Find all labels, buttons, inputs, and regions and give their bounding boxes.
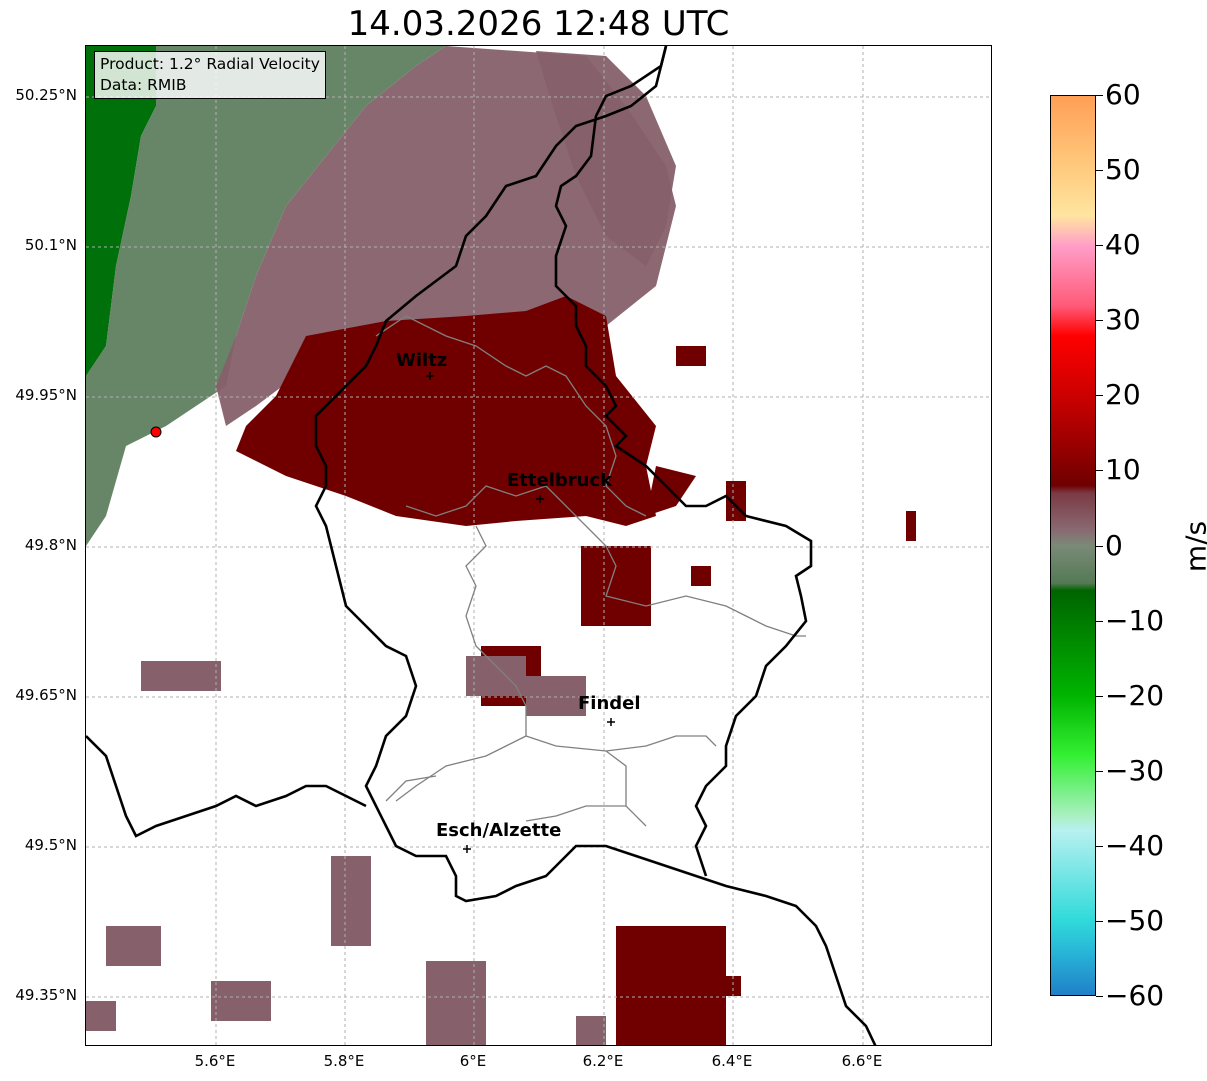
colorbar-tick-label: 20 xyxy=(1105,378,1141,412)
colorbar-tick-mark xyxy=(1096,545,1103,547)
city-label-wiltz: Wiltz xyxy=(396,350,448,371)
lat-tick-label: 49.5°N xyxy=(24,836,77,854)
product-info-box: Product: 1.2° Radial Velocity Data: RMIB xyxy=(94,51,326,99)
colorbar-unit-label: m/s xyxy=(1179,520,1207,573)
country-borders xyxy=(86,46,877,1045)
city-markers xyxy=(426,372,615,853)
lat-tick-label: 50.25°N xyxy=(15,86,77,104)
city-label-esch-alzette: Esch/Alzette xyxy=(436,820,562,841)
colorbar-tick-label: −40 xyxy=(1105,828,1165,862)
canton-borders xyxy=(375,315,806,827)
colorbar-tick-label: −30 xyxy=(1105,753,1165,787)
city-label-findel: Findel xyxy=(578,693,641,714)
weak-receding-velocity-area xyxy=(536,51,676,266)
colorbar-tick-label: −10 xyxy=(1105,603,1165,637)
colorbar-tick-label: −50 xyxy=(1105,903,1165,937)
lon-tick-label: 5.6°E xyxy=(194,1052,236,1070)
lat-tick-label: 50.1°N xyxy=(24,236,77,254)
lon-tick-label: 6.6°E xyxy=(841,1052,883,1070)
city-label-ettelbruck: Ettelbruck xyxy=(507,470,613,491)
lat-tick-label: 49.8°N xyxy=(24,536,77,554)
colorbar-tick-mark xyxy=(1096,996,1103,997)
colorbar-tick-label: 50 xyxy=(1105,153,1141,187)
lat-tick-label: 49.65°N xyxy=(15,686,77,704)
velocity-colorbar xyxy=(1050,95,1096,996)
colorbar-tick-label: 0 xyxy=(1105,528,1123,562)
colorbar-tick-label: −20 xyxy=(1105,678,1165,712)
colorbar-tick-label: 10 xyxy=(1105,453,1141,487)
colorbar-tick-mark xyxy=(1096,470,1103,472)
colorbar-tick-mark xyxy=(1096,695,1103,697)
lon-tick-label: 6°E xyxy=(459,1052,487,1070)
colorbar-tick-mark xyxy=(1096,245,1103,247)
colorbar-tick-mark xyxy=(1096,620,1103,622)
radar-map[interactable] xyxy=(85,45,992,1046)
radar-site-marker xyxy=(150,426,162,438)
colorbar-tick-mark xyxy=(1096,770,1103,772)
chart-title: 14.03.2026 12:48 UTC xyxy=(347,4,730,44)
scattered-echoes-south xyxy=(86,656,606,1045)
lon-tick-label: 6.4°E xyxy=(711,1052,753,1070)
colorbar-tick-mark xyxy=(1096,920,1103,922)
lon-tick-label: 6.2°E xyxy=(582,1052,624,1070)
colorbar-tick-mark xyxy=(1096,320,1103,322)
colorbar-tick-mark xyxy=(1096,170,1103,172)
colorbar-tick-label: 60 xyxy=(1105,78,1141,111)
colorbar-tick-mark xyxy=(1096,845,1103,847)
near-zero-velocity-area xyxy=(86,46,446,546)
data-source-label: Data: RMIB xyxy=(100,76,187,94)
colorbar-tick-label: −60 xyxy=(1105,979,1165,1012)
colorbar-tick-label: 30 xyxy=(1105,303,1141,337)
approaching-velocity-area xyxy=(86,46,156,376)
lat-tick-label: 49.35°N xyxy=(15,986,77,1004)
colorbar-tick-mark xyxy=(1096,395,1103,397)
colorbar-tick-label: 40 xyxy=(1105,228,1141,262)
lat-tick-label: 49.95°N xyxy=(15,386,77,404)
product-label: Product: 1.2° Radial Velocity xyxy=(100,55,320,73)
strong-receding-velocity-area xyxy=(236,296,656,526)
colorbar-tick-mark xyxy=(1096,95,1103,96)
lon-tick-label: 5.8°E xyxy=(323,1052,365,1070)
radar-map-canvas xyxy=(86,46,991,1045)
